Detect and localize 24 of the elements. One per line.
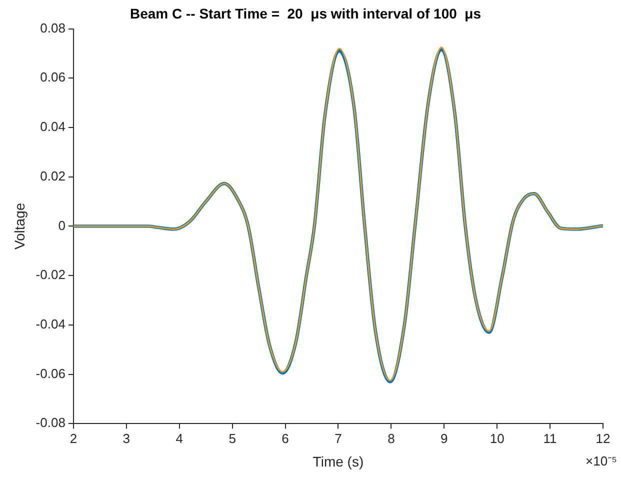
x-tick-label: 11 <box>543 430 557 446</box>
y-tick-label: 0.06 <box>40 70 66 85</box>
y-axis-title: Voltage <box>11 202 28 250</box>
x-tick-label: 12 <box>596 430 610 446</box>
y-tick-label: 0 <box>58 218 66 233</box>
x-tick-label: 6 <box>282 430 289 446</box>
x-tick-label: 3 <box>122 430 130 446</box>
x-tick-label: 4 <box>176 430 183 446</box>
x-tick-label: 9 <box>440 430 448 446</box>
y-tick-label: -0.02 <box>36 267 66 282</box>
x-axis-title: Time (s) <box>312 453 364 470</box>
x-tick-label: 7 <box>334 430 342 446</box>
x-tick-label: 2 <box>70 430 78 446</box>
text: ×10⁻⁵ <box>586 454 617 469</box>
x-tick-label: 5 <box>228 430 236 446</box>
x-tick-label: 8 <box>388 430 395 446</box>
y-tick-label: 0.04 <box>40 119 66 134</box>
y-tick-label: -0.06 <box>36 366 66 381</box>
x-tick-label: 10 <box>490 430 504 446</box>
y-tick-label: -0.04 <box>36 316 66 332</box>
chart-title: Beam C -- Start Time = 20 μs with interval of 100 μs <box>130 5 482 22</box>
y-tick-label: -0.08 <box>36 415 66 430</box>
y-tick-label: 0.08 <box>40 20 66 36</box>
y-tick-label: 0.02 <box>40 168 66 184</box>
